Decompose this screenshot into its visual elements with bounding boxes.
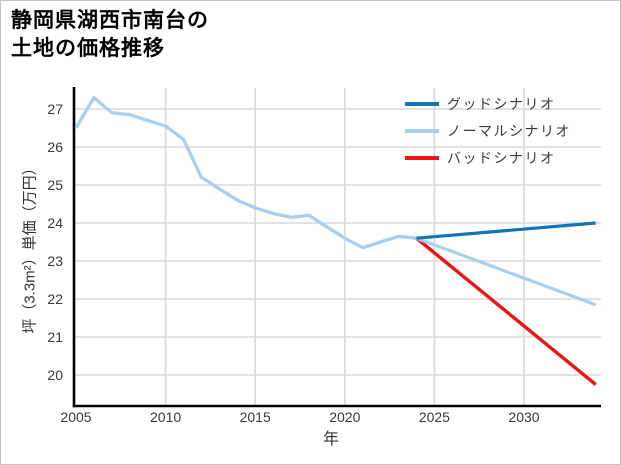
x-tick-label: 2020 bbox=[329, 409, 361, 425]
page-title: 静岡県湖西市南台の 土地の価格推移 bbox=[11, 7, 209, 63]
legend-item-bad-scenario: バッドシナリオ bbox=[405, 144, 571, 171]
y-tick-label: 24 bbox=[47, 215, 63, 231]
y-tick-label: 27 bbox=[47, 101, 63, 117]
series-line-bad bbox=[415, 236, 597, 386]
series-line-history bbox=[74, 95, 417, 250]
x-axis-title: 年 bbox=[322, 431, 340, 448]
legend-item-good-scenario: グッドシナリオ bbox=[405, 90, 571, 117]
page-title-line-1: 静岡県湖西市南台の bbox=[11, 9, 209, 32]
y-tick-label: 22 bbox=[47, 291, 63, 307]
x-tick-label: 2015 bbox=[239, 409, 271, 425]
normal-scenario-line-swatch bbox=[405, 128, 439, 133]
y-tick-label: 20 bbox=[47, 367, 63, 383]
y-tick-label: 25 bbox=[47, 177, 63, 193]
series-line-normal bbox=[415, 236, 597, 307]
x-tick-label: 2010 bbox=[150, 409, 182, 425]
y-tick-label: 23 bbox=[47, 253, 63, 269]
page-title-line-2: 土地の価格推移 bbox=[11, 37, 165, 60]
y-tick-label: 26 bbox=[47, 139, 63, 155]
legend-label-good-scenario: グッドシナリオ bbox=[447, 95, 556, 112]
x-tick-label: 2025 bbox=[418, 409, 450, 425]
legend-label-bad-scenario: バッドシナリオ bbox=[447, 149, 556, 166]
chart-legend: グッドシナリオ ノーマルシナリオ バッドシナリオ bbox=[405, 90, 571, 171]
legend-label-normal-scenario: ノーマルシナリオ bbox=[447, 122, 571, 139]
y-tick-label: 21 bbox=[47, 329, 63, 345]
x-tick-label: 2030 bbox=[508, 409, 540, 425]
y-axis-title: 坪（3.3m²）単価（万円） bbox=[21, 160, 39, 334]
legend-item-normal-scenario: ノーマルシナリオ bbox=[405, 117, 571, 144]
series-line-good bbox=[416, 221, 596, 240]
bad-scenario-line-swatch bbox=[405, 155, 439, 160]
good-scenario-line-swatch bbox=[405, 101, 439, 106]
x-tick-label: 2005 bbox=[60, 409, 92, 425]
